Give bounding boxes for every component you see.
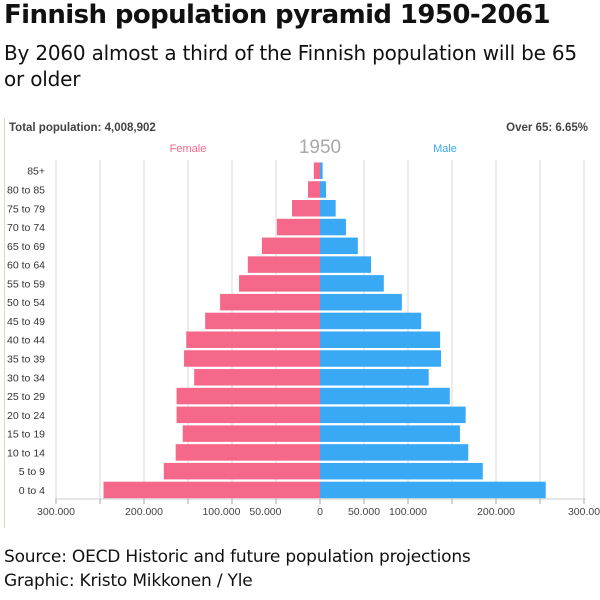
bar-female [313,162,320,179]
y-axis-label: 70 to 74 [7,222,45,234]
y-axis-label: 35 to 39 [7,354,45,366]
bar-male [320,369,429,386]
bar-female [276,218,320,236]
bar-male [320,444,469,461]
x-axis-tick-label: 0 [317,506,323,518]
x-axis-tick-label: 300.00 [568,506,600,518]
over-65-label: Over 65: 6.65% [506,122,588,134]
bar-female [239,275,320,292]
y-axis-label: 15 to 19 [7,429,45,441]
x-axis-tick-label: 200.000 [125,506,163,518]
bar-female [182,425,320,442]
y-axis-label: 25 to 29 [7,391,45,403]
footer: Source: OECD Historic and future populat… [4,545,471,593]
bar-female [261,237,320,255]
bar-male [320,387,450,405]
bar-female [292,200,320,217]
y-axis-label: 20 to 24 [7,410,45,422]
bar-female [184,350,320,367]
bar-male [320,181,326,198]
bar-male [320,275,384,292]
bar-male [320,293,402,311]
chart-frame-border [4,118,5,528]
chart-subtitle: By 2060 almost a third of the Finnish po… [4,41,577,91]
legend-female: Female [170,143,207,155]
bar-female [194,369,320,386]
bar-male [320,312,422,330]
legend-male: Male [433,143,457,155]
y-axis-label: 85+ [27,166,45,178]
bar-female [220,293,320,311]
bar-female [175,444,320,461]
bar-female [103,481,321,499]
chart-title: Finnish population pyramid 1950-2061 [4,0,551,30]
y-axis-label: 65 to 69 [7,241,45,253]
x-axis-tick-label: 100.000 [202,506,240,518]
x-axis: 300.000 200.000 100.000 50.000 0 50.000 100.00… [37,498,600,518]
y-axis-label: 75 to 79 [7,203,45,215]
x-axis-tick-label: 200.000 [477,506,515,518]
y-axis-label: 50 to 54 [7,297,45,309]
y-axis-labels: 85+ 80 to 85 75 to 79 70 to 74 65 to 69 60 to… [7,166,45,497]
bar-female [247,256,320,273]
y-axis-label: 60 to 64 [7,260,45,272]
bar-male [320,218,346,236]
y-axis-label: 10 to 14 [7,447,45,459]
y-axis-label: 80 to 85 [7,184,45,196]
bar-male [320,162,323,179]
bar-male [320,425,460,442]
source-text: Source: OECD Historic and future populat… [4,547,471,567]
bar-female [176,406,320,424]
total-population-label: Total population: 4,008,902 [9,122,156,134]
bar-female [205,312,320,330]
bar-male [320,481,546,499]
bar-male [320,350,441,367]
bar-female [163,462,320,480]
bar-female [308,181,320,198]
y-axis-label: 45 to 49 [7,316,45,328]
bar-female [186,331,320,348]
bar-male [320,462,483,480]
y-axis-label: 40 to 44 [7,335,45,347]
x-axis-tick-label: 50.000 [249,506,281,518]
y-axis-label: 5 to 9 [19,466,45,478]
x-axis-tick-label: 300.000 [37,506,75,518]
y-axis-label: 30 to 34 [7,372,45,384]
x-axis-tick-label: 50.000 [348,506,380,518]
y-axis-label: 55 to 59 [7,278,45,290]
credit-text: Graphic: Kristo Mikkonen / Yle [4,571,253,591]
bar-male [320,406,466,424]
year-label: 1950 [299,137,341,158]
bars [103,162,546,499]
x-axis-tick-label: 100.000 [389,506,427,518]
y-axis-label: 0 to 4 [19,485,45,497]
grid-lines [55,160,585,499]
bar-male [320,331,441,348]
bar-female [176,387,320,405]
bar-male [320,200,336,217]
bar-male [320,237,358,255]
bar-male [320,256,372,273]
